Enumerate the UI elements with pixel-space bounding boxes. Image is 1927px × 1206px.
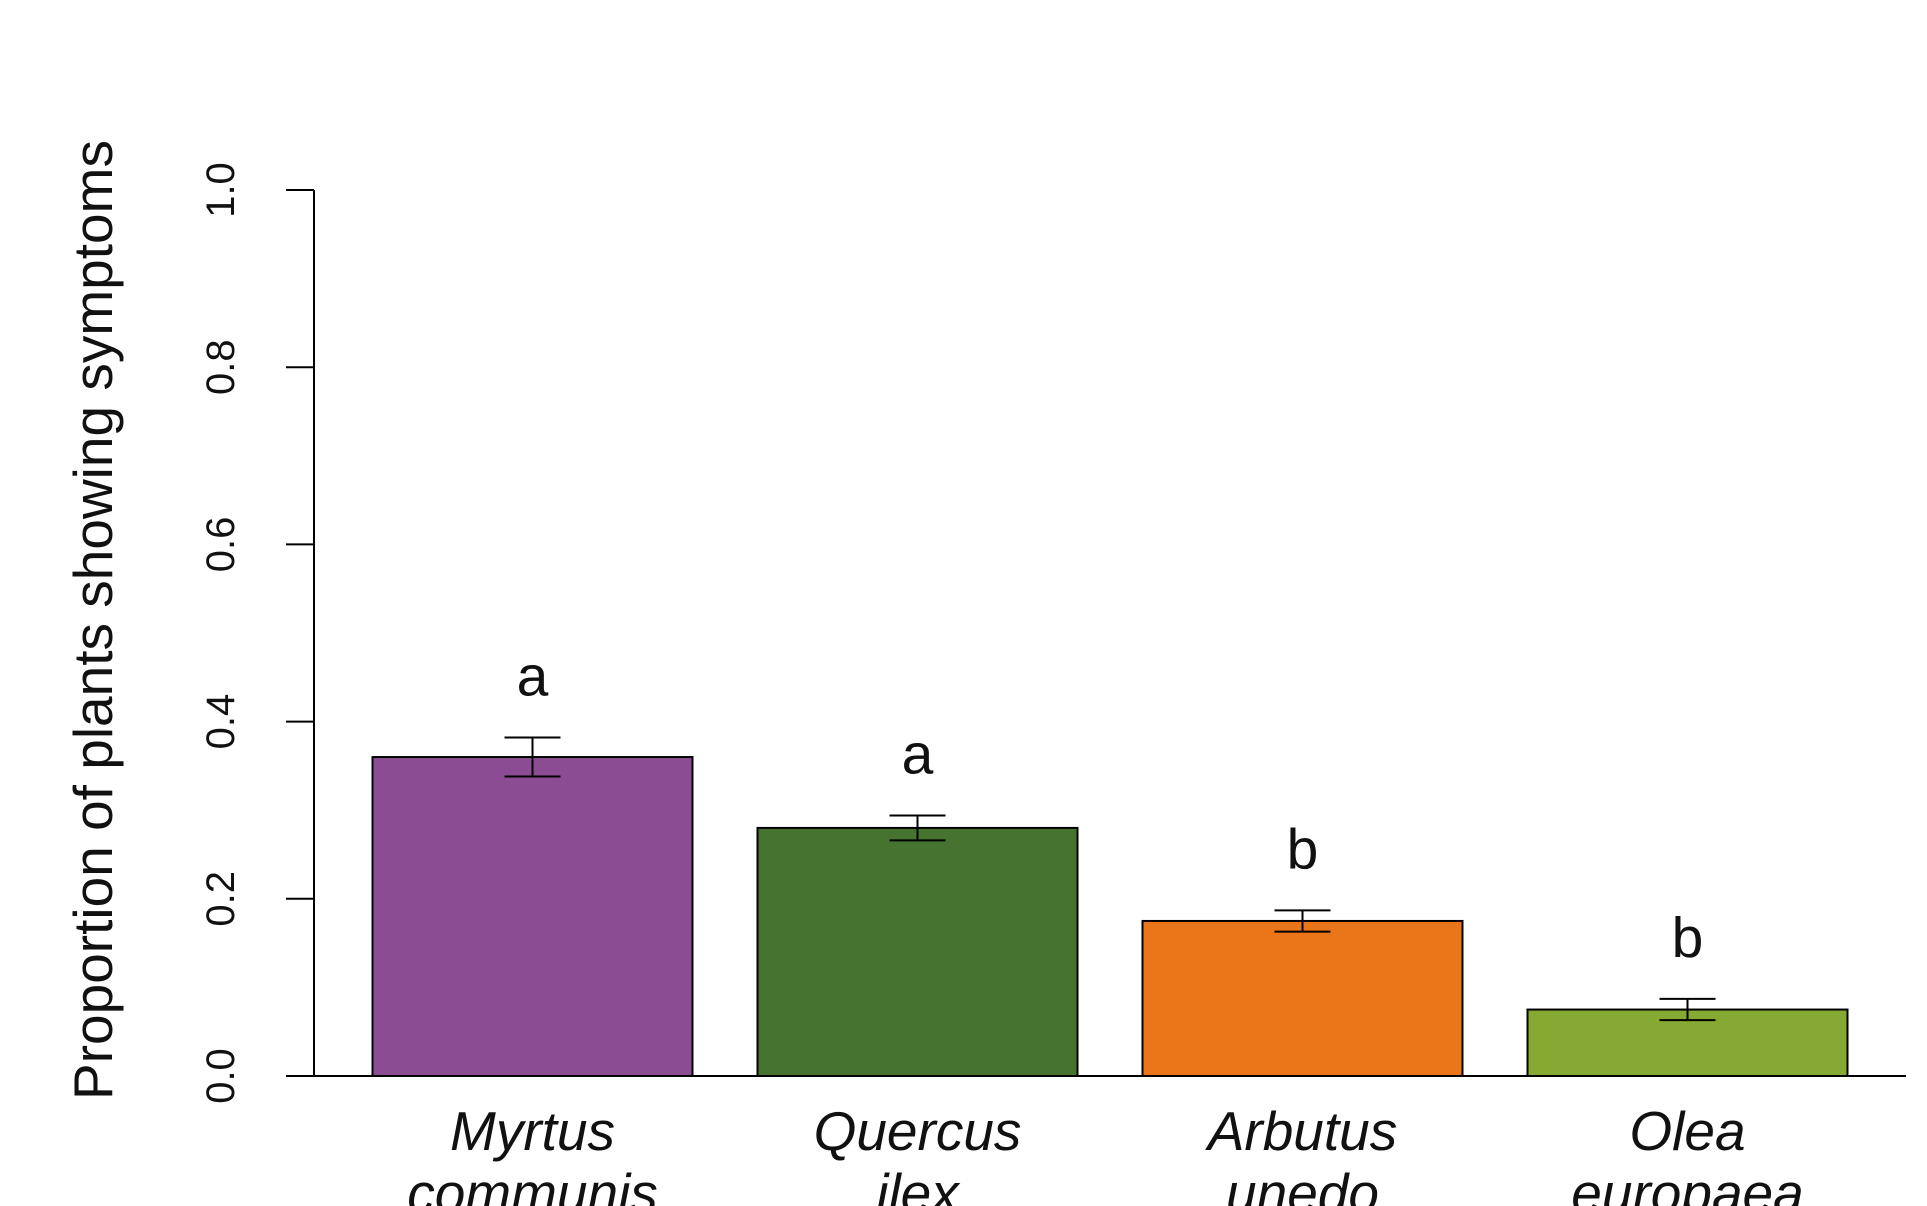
y-tick-label: 0.6 <box>199 517 243 573</box>
bar <box>1141 919 1464 1078</box>
x-tick-label: Arbutus <box>1205 1100 1398 1162</box>
x-tick-label: Myrtus <box>450 1100 615 1162</box>
x-tick-label: communis <box>407 1162 658 1206</box>
x-tick-label: Olea <box>1629 1100 1745 1162</box>
y-tick-label: 0.2 <box>199 871 243 927</box>
significance-letter: b <box>1672 906 1704 970</box>
y-tick-label: 1.0 <box>199 162 243 218</box>
y-tick-label: 0.8 <box>199 339 243 395</box>
y-axis-label: Proportion of plants showing symptoms <box>62 140 124 1100</box>
bar <box>756 826 1079 1077</box>
y-tick-label: 0.0 <box>199 1048 243 1104</box>
bar <box>371 756 694 1077</box>
x-tick-label: unedo <box>1226 1162 1379 1206</box>
x-tick-label: europaea <box>1571 1162 1803 1206</box>
y-tick-label: 0.4 <box>199 694 243 750</box>
significance-letter: a <box>902 723 934 787</box>
x-tick-label: Quercus <box>814 1100 1022 1162</box>
x-tick-label: ilex <box>876 1162 961 1206</box>
significance-letter: b <box>1287 817 1319 881</box>
significance-letter: a <box>517 645 549 709</box>
